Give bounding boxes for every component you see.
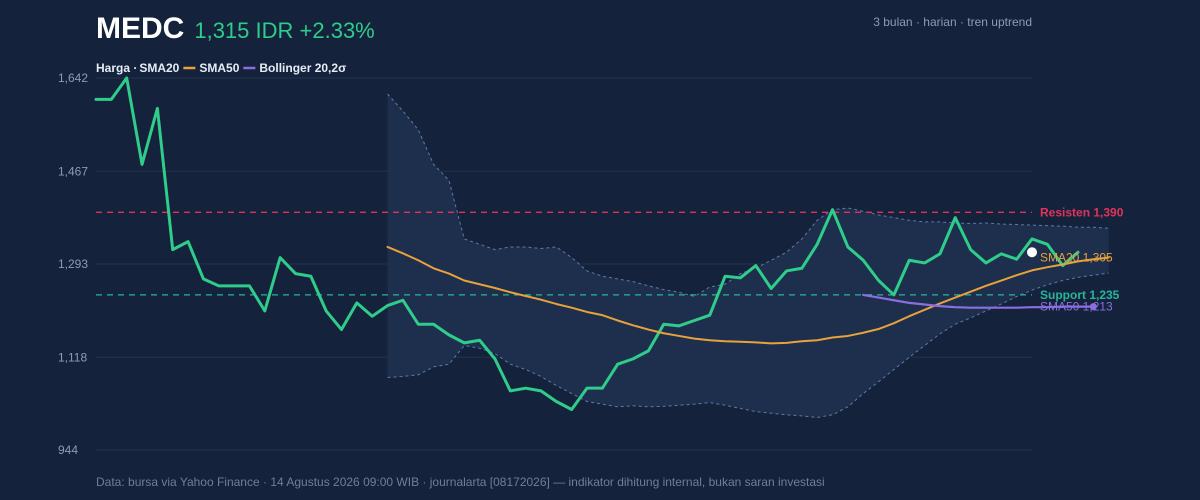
price-change: 1,315 IDR +2.33% — [194, 18, 374, 43]
ticker-title: MEDC — [96, 12, 184, 45]
series — [94, 76, 1110, 411]
sma20-end-label: SMA20 1,305 — [1040, 251, 1113, 265]
legend-sma50: SMA50 — [199, 61, 239, 75]
end-labels: SMA20 1,305 SMA50 1,213 — [1027, 247, 1113, 314]
sma50-end-label: SMA50 1,213 — [1040, 300, 1113, 314]
y-tick-label: 1,467 — [58, 164, 88, 178]
last-price-dot — [1027, 247, 1037, 258]
support-label: Support 1,235 — [1040, 288, 1120, 302]
y-tick-label: 1,118 — [58, 350, 87, 364]
legend: Harga · SMA20 SMA50 Bollinger 20,2σ — [96, 61, 346, 75]
resistance-label: Resisten 1,390 — [1040, 205, 1124, 219]
legend-prefix: Harga · — [96, 61, 137, 75]
sma50-end-dot — [1089, 303, 1097, 311]
legend-bollinger: Bollinger 20,2σ — [259, 61, 346, 75]
y-tick-label: 1,293 — [58, 257, 88, 271]
reference-lines: Resisten 1,390 Support 1,235 — [96, 205, 1124, 302]
bollinger-fill — [387, 93, 1109, 418]
y-tick-label: 944 — [58, 443, 78, 457]
price-line — [94, 76, 1080, 411]
timeframe-meta: 3 bulan · harian · tren uptrend — [873, 15, 1032, 29]
y-tick-label: 1,642 — [58, 71, 88, 85]
legend-sma20: SMA20 — [139, 61, 179, 75]
sma50-line — [862, 293, 1095, 309]
footer-note: Data: bursa via Yahoo Finance · 14 Agust… — [96, 475, 825, 489]
bollinger-lower — [387, 272, 1109, 418]
sma20-line — [386, 245, 1110, 345]
bollinger-band — [387, 93, 1109, 418]
